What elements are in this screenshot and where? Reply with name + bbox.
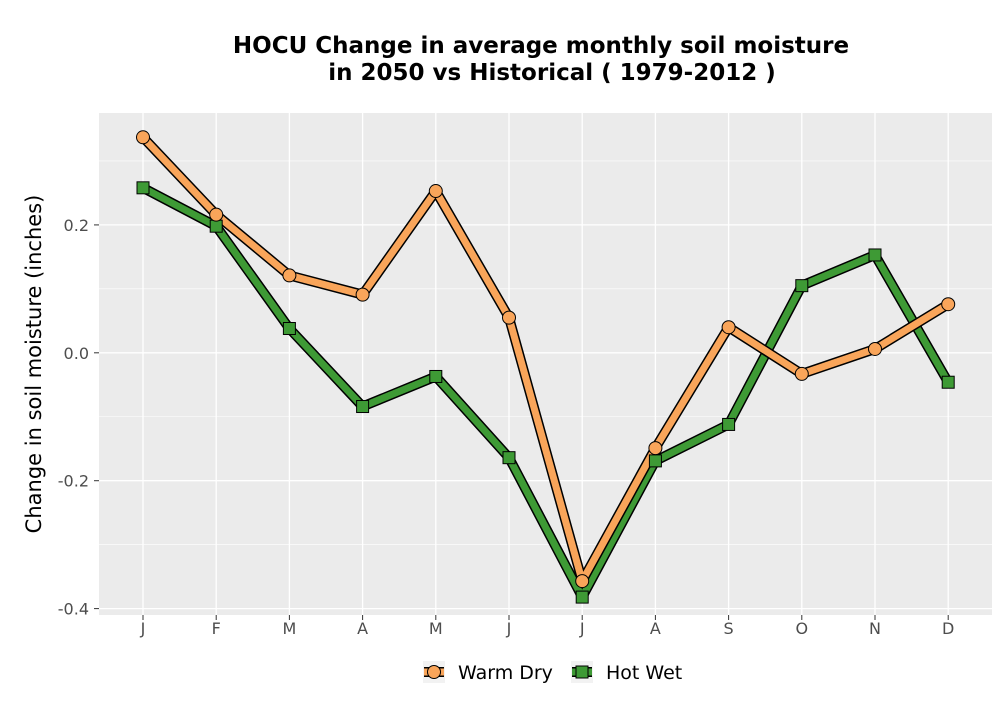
x-tick-label: J — [140, 619, 146, 638]
x-tick-label: M — [282, 619, 296, 638]
legend-marker-warm-dry — [427, 665, 441, 679]
grid-lines — [99, 113, 992, 615]
y-tick-label: 0.2 — [64, 216, 89, 235]
data-point-warm-dry — [721, 320, 736, 335]
data-point-warm-dry — [648, 441, 663, 456]
x-tick-label: D — [942, 619, 954, 638]
x-tick-label: O — [796, 619, 809, 638]
legend-label-warm-dry: Warm Dry — [458, 662, 553, 684]
data-point-hot-wet — [795, 279, 809, 293]
legend-marker-hot-wet — [575, 665, 589, 679]
y-axis: -0.4 -0.2 0.0 0.2 — [58, 216, 99, 619]
data-point-warm-dry — [209, 207, 224, 222]
data-point-hot-wet — [209, 219, 223, 233]
data-point-hot-wet — [648, 454, 662, 468]
x-tick-label: A — [650, 619, 661, 638]
chart-title-line-2: in 2050 vs Historical ( 1979-2012 ) — [328, 60, 775, 86]
data-point-hot-wet — [575, 590, 589, 604]
data-point-warm-dry — [575, 574, 590, 589]
data-point-hot-wet — [941, 375, 955, 389]
y-tick-label: -0.4 — [58, 600, 89, 619]
x-tick-label: A — [357, 619, 368, 638]
data-point-warm-dry — [282, 268, 297, 283]
chart-title-line-1: HOCU Change in average monthly soil mois… — [233, 33, 849, 59]
data-point-hot-wet — [868, 248, 882, 262]
data-point-warm-dry — [428, 184, 443, 199]
data-point-warm-dry — [502, 310, 516, 325]
y-tick-label: 0.0 — [64, 344, 89, 363]
y-tick-label: -0.2 — [58, 472, 89, 491]
series-layer — [136, 130, 956, 604]
legend-label-hot-wet: Hot Wet — [606, 662, 682, 684]
data-point-hot-wet — [429, 369, 443, 383]
x-tick-label: S — [724, 619, 734, 638]
x-tick-label: J — [579, 619, 585, 638]
data-point-warm-dry — [355, 287, 370, 302]
x-tick-label: F — [212, 619, 221, 638]
data-point-hot-wet — [136, 181, 150, 195]
series-line-hot-wet — [139, 184, 952, 601]
data-point-hot-wet — [722, 417, 736, 431]
x-tick-label: J — [506, 619, 512, 638]
plot-panel — [99, 113, 992, 615]
y-axis-title: Change in soil moisture (inches) — [22, 195, 46, 534]
legend: Warm Dry Hot Wet — [423, 661, 682, 684]
data-point-warm-dry — [136, 130, 150, 145]
data-point-warm-dry — [941, 297, 956, 312]
series-line-warm-dry — [139, 133, 952, 585]
x-tick-label: M — [429, 619, 443, 638]
data-point-hot-wet — [502, 451, 516, 465]
data-point-hot-wet — [282, 322, 296, 336]
x-tick-label: N — [869, 619, 881, 638]
data-point-warm-dry — [794, 366, 809, 381]
data-point-warm-dry — [868, 341, 882, 356]
data-point-hot-wet — [356, 400, 370, 414]
